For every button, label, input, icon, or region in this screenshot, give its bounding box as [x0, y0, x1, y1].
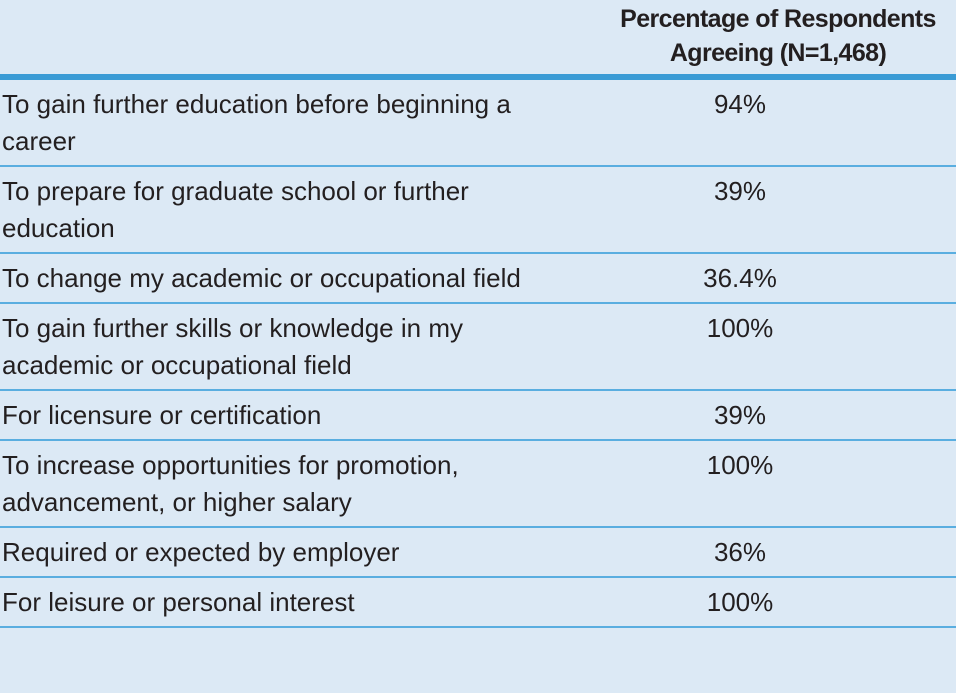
table-row: To gain further skills or knowledge in m…	[0, 304, 956, 391]
row-value: 94%	[713, 89, 767, 119]
row-value: 100%	[706, 587, 774, 617]
row-label: To gain further skills or knowledge in m…	[2, 313, 463, 380]
header-line: Agreeing (N=1,468)	[669, 39, 887, 67]
row-label: To change my academic or occupational fi…	[2, 263, 521, 293]
table-row: For licensure or certification 39%	[0, 391, 956, 441]
header-line: Percentage of Respondents	[620, 5, 936, 33]
table-row: Required or expected by employer 36%	[0, 528, 956, 578]
column-header: Percentage of Respondents Agreeing (N=1,…	[600, 2, 956, 70]
row-label: For licensure or certification	[2, 400, 322, 430]
table-header: Percentage of Respondents Agreeing (N=1,…	[0, 0, 956, 80]
table-row: To increase opportunities for promotion,…	[0, 441, 956, 528]
row-value: 39%	[713, 176, 767, 206]
row-label: To prepare for graduate school or furthe…	[2, 176, 469, 243]
row-value: 100%	[706, 450, 774, 480]
table-row: To gain further education before beginni…	[0, 80, 956, 167]
row-label: To increase opportunities for promotion,…	[2, 450, 459, 517]
table-row: For leisure or personal interest 100%	[0, 578, 956, 628]
row-value: 36%	[713, 537, 767, 567]
row-value: 36.4%	[703, 263, 777, 293]
table-row: To prepare for graduate school or furthe…	[0, 167, 956, 254]
row-label: Required or expected by employer	[2, 537, 400, 567]
row-value: 100%	[706, 313, 774, 343]
row-label: For leisure or personal interest	[2, 587, 355, 617]
row-value: 39%	[713, 400, 767, 430]
table-body: To gain further education before beginni…	[0, 80, 956, 628]
table-row: To change my academic or occupational fi…	[0, 254, 956, 304]
row-label: To gain further education before beginni…	[2, 89, 511, 156]
